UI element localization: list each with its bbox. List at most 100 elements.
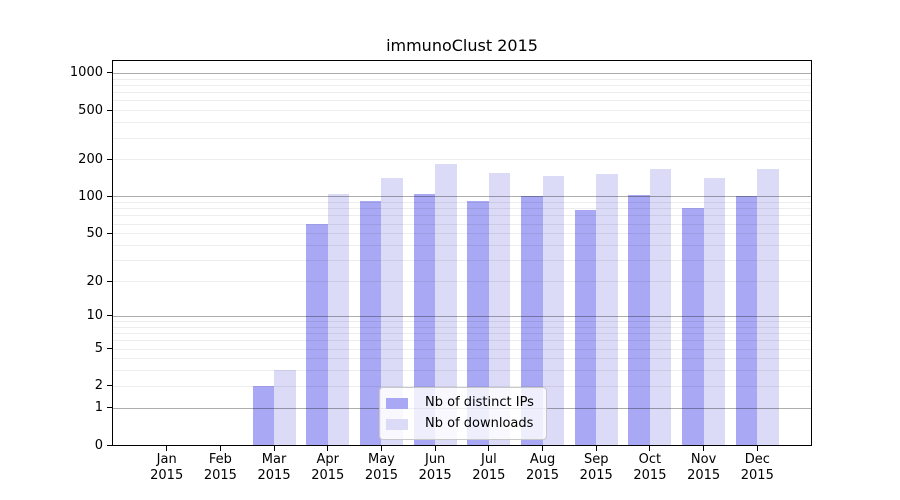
x-tick-mark xyxy=(380,446,382,451)
x-tick-month: Jul xyxy=(481,452,497,467)
legend-label: Nb of distinct IPs xyxy=(425,395,534,410)
x-tick-year: 2015 xyxy=(687,468,721,483)
minor-gridline xyxy=(113,215,811,217)
y-tick-label: 1000 xyxy=(69,65,103,81)
right-spine xyxy=(811,60,812,446)
x-tick-year: 2015 xyxy=(257,468,291,483)
bar-nb-of-downloads-sep xyxy=(596,174,618,445)
bar-nb-of-distinct-ips-nov xyxy=(682,207,704,445)
x-tick-year: 2015 xyxy=(203,468,237,483)
y-tick-mark xyxy=(107,109,112,111)
minor-gridline xyxy=(113,159,811,161)
bar-nb-of-distinct-ips-apr xyxy=(306,223,328,445)
legend-swatch-nb-of-distinct-ips xyxy=(386,397,408,409)
minor-gridline xyxy=(113,122,811,124)
x-tick-label-jun: Jun 2015 xyxy=(403,452,467,484)
x-tick-mark xyxy=(273,446,275,451)
legend-entry-nb-of-distinct-ips: Nb of distinct IPs xyxy=(386,395,534,411)
minor-gridline xyxy=(113,385,811,387)
legend-swatch-nb-of-downloads xyxy=(386,418,408,430)
x-tick-year: 2015 xyxy=(740,468,774,483)
bar-nb-of-downloads-dec xyxy=(757,168,779,445)
minor-gridline xyxy=(113,260,811,262)
y-tick-label: 2 xyxy=(94,378,103,394)
x-tick-label-aug: Aug 2015 xyxy=(511,452,575,484)
x-tick-month: Dec xyxy=(744,452,770,467)
x-tick-month: Jan xyxy=(156,452,177,467)
minor-gridline xyxy=(113,333,811,335)
x-tick-mark xyxy=(327,446,329,451)
legend-label: Nb of downloads xyxy=(425,416,534,431)
bar-nb-of-downloads-nov xyxy=(703,178,726,445)
major-gridline xyxy=(113,315,811,317)
bar-nb-of-downloads-apr xyxy=(327,193,350,445)
minor-gridline xyxy=(113,340,811,342)
x-tick-label-jul: Jul 2015 xyxy=(457,452,521,484)
x-tick-label-feb: Feb 2015 xyxy=(188,452,252,484)
x-tick-mark xyxy=(649,446,651,451)
major-gridline xyxy=(113,196,811,198)
y-tick-mark xyxy=(107,72,112,74)
minor-gridline xyxy=(113,92,811,94)
x-tick-mark xyxy=(595,446,597,451)
minor-gridline xyxy=(113,208,811,210)
x-tick-mark xyxy=(703,446,705,451)
minor-gridline xyxy=(113,233,811,235)
bar-nb-of-distinct-ips-jun xyxy=(413,194,436,445)
x-tick-mark xyxy=(434,446,436,451)
x-tick-label-sep: Sep 2015 xyxy=(564,452,628,484)
bar-nb-of-distinct-ips-aug xyxy=(521,196,543,445)
x-tick-mark xyxy=(488,446,490,451)
minor-gridline xyxy=(113,370,811,372)
minor-gridline xyxy=(113,137,811,139)
minor-gridline xyxy=(113,202,811,204)
x-tick-month: Apr xyxy=(316,452,340,467)
y-tick-label: 0 xyxy=(94,437,103,453)
minor-gridline xyxy=(113,245,811,246)
x-tick-month: Jun xyxy=(424,452,446,467)
left-spine xyxy=(112,60,113,446)
bar-nb-of-downloads-may xyxy=(381,178,403,445)
y-tick-mark xyxy=(107,158,112,160)
bar-nb-of-downloads-oct xyxy=(649,168,672,445)
bar-nb-of-downloads-aug xyxy=(542,175,565,445)
x-tick-year: 2015 xyxy=(579,468,613,483)
x-tick-month: May xyxy=(368,452,395,467)
minor-gridline xyxy=(113,100,811,102)
y-tick-mark xyxy=(107,444,112,446)
bar-nb-of-distinct-ips-mar xyxy=(252,385,275,445)
x-tick-year: 2015 xyxy=(525,468,560,483)
y-tick-label: 20 xyxy=(86,273,103,289)
x-tick-mark xyxy=(166,446,168,451)
bar-nb-of-distinct-ips-dec xyxy=(735,196,758,445)
x-tick-label-nov: Nov 2015 xyxy=(672,452,736,484)
y-tick-label: 100 xyxy=(78,188,103,204)
y-tick-mark xyxy=(107,407,112,409)
bar-nb-of-distinct-ips-jul xyxy=(467,200,489,445)
minor-gridline xyxy=(113,326,811,328)
x-tick-label-may: May 2015 xyxy=(349,452,413,484)
bar-nb-of-downloads-jul xyxy=(488,173,511,445)
minor-gridline xyxy=(113,78,811,80)
y-tick-mark xyxy=(107,348,112,349)
x-tick-year: 2015 xyxy=(633,468,667,483)
x-tick-label-apr: Apr 2015 xyxy=(296,452,360,484)
y-tick-mark xyxy=(107,232,112,234)
x-tick-month: Mar xyxy=(261,452,287,467)
legend-entry-nb-of-downloads: Nb of downloads xyxy=(386,416,534,432)
major-gridline xyxy=(113,72,811,74)
y-tick-mark xyxy=(107,280,112,282)
x-tick-month: Feb xyxy=(208,452,232,467)
y-tick-mark xyxy=(107,195,112,197)
x-tick-label-dec: Dec 2015 xyxy=(725,452,789,484)
x-tick-mark xyxy=(756,446,758,451)
bar-nb-of-downloads-jun xyxy=(435,163,457,445)
y-tick-mark xyxy=(107,385,112,387)
bar-nb-of-distinct-ips-oct xyxy=(628,195,650,445)
x-tick-mark xyxy=(219,446,221,451)
x-tick-month: Sep xyxy=(583,452,609,467)
y-tick-label: 500 xyxy=(78,102,103,118)
minor-gridline xyxy=(113,321,811,322)
plot-area: Nb of distinct IPs Nb of downloads xyxy=(113,60,811,445)
